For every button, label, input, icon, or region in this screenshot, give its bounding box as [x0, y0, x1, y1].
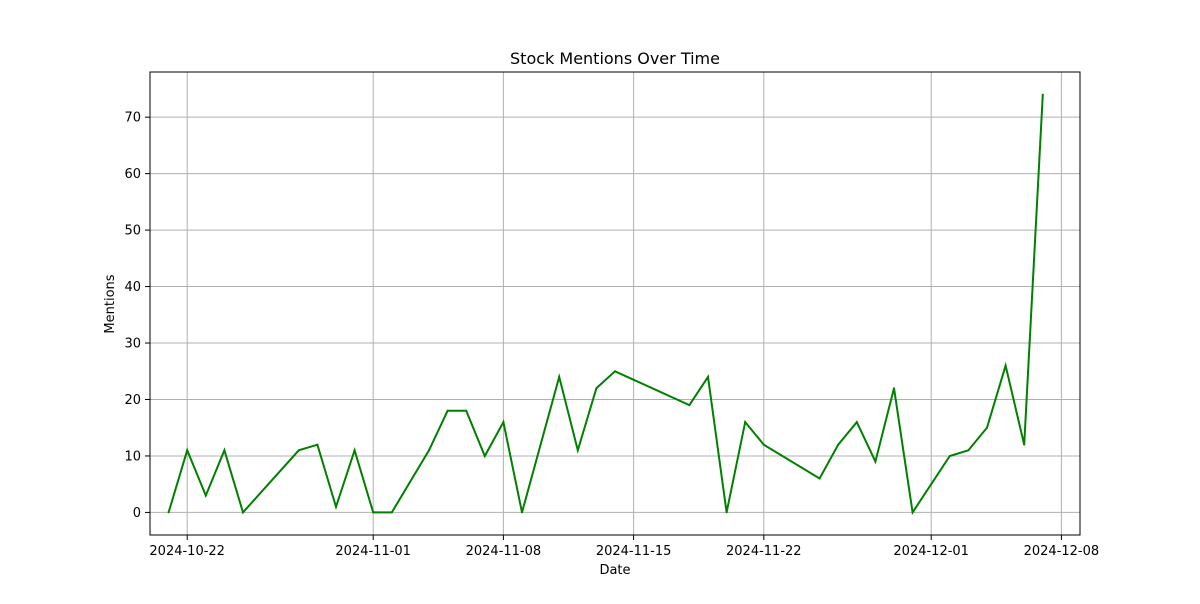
data-point: [1004, 364, 1007, 367]
x-axis-label: Date: [599, 563, 630, 578]
data-point: [335, 505, 337, 508]
data-point: [893, 387, 895, 390]
x-tick-label: 2024-11-01: [335, 544, 411, 559]
data-point: [688, 404, 691, 407]
data-point: [762, 443, 765, 446]
data-point: [1023, 443, 1026, 446]
x-tick-label: 2024-11-22: [726, 544, 802, 559]
data-point: [837, 443, 840, 446]
x-tick-label: 2024-11-08: [466, 544, 542, 559]
axis-ticks: 2024-10-22 2024-11-01 2024-11-08 2024-11-15…: [124, 111, 1099, 559]
data-point: [502, 421, 505, 424]
data-point: [725, 511, 728, 514]
chart-title: Stock Mentions Over Time: [510, 49, 720, 68]
data-point: [223, 449, 226, 452]
y-axis-label: Mentions: [103, 274, 118, 333]
y-tick-label: 60: [124, 167, 141, 182]
series-layer: [167, 93, 1044, 516]
data-point: [428, 449, 430, 452]
x-tick-label: 2024-12-01: [893, 544, 969, 559]
y-tick-label: 30: [124, 337, 141, 352]
data-point: [986, 426, 988, 429]
data-point: [818, 477, 821, 480]
data-point: [521, 511, 523, 514]
x-tick-label: 2024-12-08: [1024, 544, 1100, 559]
data-point: [558, 375, 561, 378]
y-tick-label: 40: [124, 280, 141, 295]
x-tick-label: 2024-11-15: [596, 544, 672, 559]
data-point: [874, 460, 877, 463]
data-point: [576, 449, 579, 452]
data-point: [390, 511, 393, 514]
data-point: [483, 454, 486, 457]
data-point: [911, 511, 914, 514]
data-point: [707, 375, 709, 378]
x-tick-label: 2024-10-22: [149, 544, 225, 559]
data-point: [855, 421, 858, 424]
grid: [150, 72, 1080, 535]
y-tick-label: 50: [124, 224, 141, 239]
data-point: [186, 449, 189, 452]
data-point: [1041, 93, 1044, 96]
y-tick-label: 0: [133, 506, 141, 521]
y-tick-label: 20: [124, 393, 141, 408]
data-point: [353, 449, 356, 452]
data-point: [204, 494, 207, 497]
data-point: [446, 409, 449, 412]
series-line: [167, 94, 1044, 516]
data-point: [744, 421, 747, 424]
y-tick-label: 10: [124, 449, 141, 464]
data-point: [948, 454, 951, 457]
data-point: [242, 511, 244, 514]
data-point: [167, 511, 170, 514]
data-point: [967, 449, 970, 452]
data-point: [614, 370, 616, 373]
data-point: [297, 449, 300, 452]
data-point: [595, 387, 598, 390]
data-point: [372, 511, 375, 514]
data-point: [465, 409, 468, 412]
plot-area-frame: [149, 71, 1081, 536]
data-point: [316, 443, 319, 446]
y-tick-label: 70: [124, 111, 141, 126]
